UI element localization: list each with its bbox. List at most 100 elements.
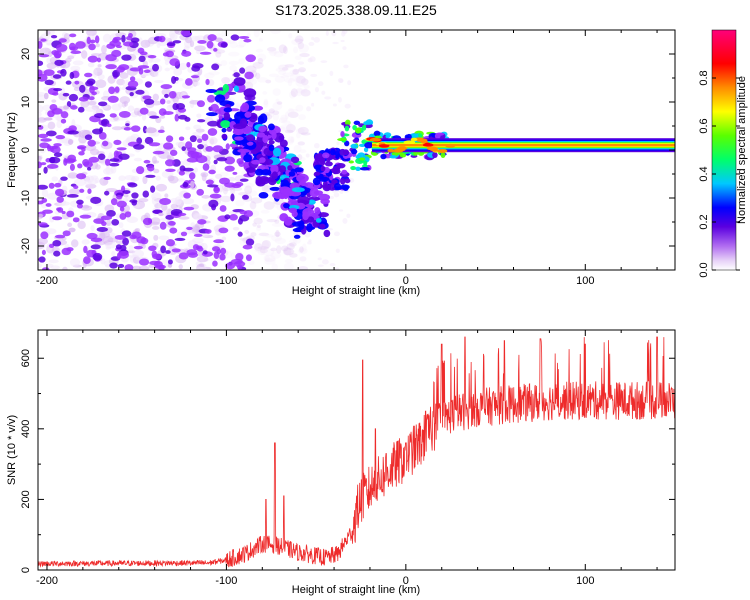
- spectrogram-cell: [262, 135, 269, 144]
- spectrogram-cell: [38, 184, 49, 190]
- colorbar-tick-label: 0.0: [698, 262, 710, 277]
- spectrogram-cell: [83, 256, 91, 265]
- spectrogram-cell: [300, 78, 309, 86]
- spectrogram-cell: [260, 169, 272, 176]
- spectrogram-cell: [70, 105, 78, 110]
- spectrogram-cell: [287, 136, 294, 145]
- spectrogram-cell: [140, 39, 151, 48]
- spectrogram-cell: [266, 218, 278, 223]
- spectrogram-cell: [244, 111, 252, 118]
- spectrogram-cell: [297, 265, 309, 270]
- spectrogram-cell: [111, 250, 116, 257]
- spectrogram-cell: [290, 88, 298, 98]
- spectrogram-cell: [154, 79, 164, 84]
- spectrogram-cell: [284, 129, 294, 134]
- spectrogram-cell: [51, 216, 63, 221]
- spectrogram-cell: [274, 219, 280, 224]
- spectrogram-cell: [154, 264, 166, 270]
- spectrogram-cell: [105, 187, 118, 193]
- spectrogram-cell: [289, 91, 296, 99]
- spectrogram-cell: [158, 35, 166, 43]
- spectrogram-cell: [150, 217, 161, 225]
- spectrogram-cell: [87, 139, 96, 147]
- spectrogram-cell: [262, 248, 275, 257]
- spectrogram-cell: [90, 225, 95, 231]
- spectrogram-cell: [212, 260, 218, 267]
- spectrogram-cell: [298, 247, 308, 255]
- spectrogram-cell: [369, 137, 382, 142]
- spectrogram-cell: [260, 209, 270, 214]
- spectrogram-cell: [139, 51, 148, 56]
- spectrogram-cell: [259, 157, 266, 163]
- spectrogram-cell: [126, 135, 137, 143]
- spectrogram-cell: [254, 243, 263, 251]
- spectrogram-cell: [249, 201, 257, 210]
- spectrogram-cell: [187, 147, 197, 152]
- spectrogram-cell: [180, 231, 188, 237]
- spectrogram-cell: [118, 102, 123, 108]
- spectrogram-cell: [178, 264, 183, 270]
- spectrogram-cell: [270, 164, 279, 174]
- spectrogram-cell: [329, 195, 334, 200]
- spectrogram-cell: [63, 105, 70, 110]
- snr-ticks: -200 -100 0 100 0 200 400 600: [20, 330, 675, 587]
- spectrogram-cell: [169, 58, 180, 67]
- spectrogram-cell: [110, 198, 118, 206]
- spectrogram-cell: [107, 95, 119, 103]
- spectrogram-cell: [88, 96, 95, 101]
- spectrogram-cell: [317, 264, 324, 267]
- spectrogram-cell: [307, 241, 312, 245]
- spectrogram-cell: [48, 182, 55, 189]
- spectrogram-cell: [122, 237, 130, 246]
- spectrogram-cell: [285, 123, 296, 133]
- spectrogram-cell: [60, 68, 67, 77]
- spectrogram-cell: [206, 40, 214, 49]
- spectrogram-cell: [139, 107, 149, 115]
- spectrogram-cell: [143, 69, 151, 73]
- spectrogram-cell: [238, 35, 250, 40]
- spectrogram-cell: [342, 46, 347, 50]
- spectrogram-cell: [67, 172, 78, 179]
- spectrogram-cell: [92, 252, 103, 261]
- spectrogram-cell: [207, 115, 213, 120]
- spectrogram-cell: [183, 206, 195, 211]
- spectrogram-cell: [38, 104, 44, 113]
- spectrogram-cell: [229, 64, 238, 72]
- spectrogram-cell: [147, 165, 155, 172]
- spectrogram-cell: [289, 73, 302, 82]
- spectrogram-cell: [314, 207, 321, 215]
- spectrogram-cell: [84, 134, 93, 141]
- spectrogram-cell: [63, 157, 68, 166]
- spectrogram-cell: [296, 75, 306, 84]
- snr-frame: [37, 329, 676, 571]
- spectrogram-cell: [175, 102, 186, 110]
- spectrogram-cell: [253, 30, 260, 38]
- spectrogram-cell: [208, 137, 218, 145]
- spectrogram-cell: [258, 37, 263, 42]
- spectrogram-cell: [257, 132, 266, 138]
- spectrogram-cell: [345, 119, 351, 126]
- spectrogram-cell: [415, 138, 428, 142]
- spectrogram-cell: [83, 245, 88, 254]
- spectrogram-cell: [98, 101, 108, 107]
- spectrogram-cell: [197, 119, 206, 123]
- spectrogram-cell: [263, 100, 269, 108]
- spectrogram-cell: [232, 171, 238, 175]
- spectrogram-cell: [126, 216, 139, 223]
- spectrogram-cell: [42, 209, 53, 214]
- spectrogram-cell: [223, 77, 234, 83]
- spectrogram-cell: [78, 151, 85, 156]
- spectrogram-cell: [403, 140, 416, 145]
- spectrogram-cell: [322, 184, 330, 189]
- spectrogram-cell: [279, 139, 288, 148]
- spectrogram-cell: [155, 175, 161, 181]
- spectrogram-cell: [210, 103, 220, 112]
- spectrogram-cell: [284, 64, 295, 68]
- spectrogram-cell: [111, 126, 123, 131]
- spectrogram-cell: [274, 231, 281, 237]
- spectrogram-cell: [258, 192, 269, 199]
- spectrogram-cell: [92, 68, 98, 78]
- spectrogram-cell: [152, 150, 165, 155]
- spectrogram-cell: [230, 252, 236, 261]
- spectrogram-cell: [239, 178, 249, 182]
